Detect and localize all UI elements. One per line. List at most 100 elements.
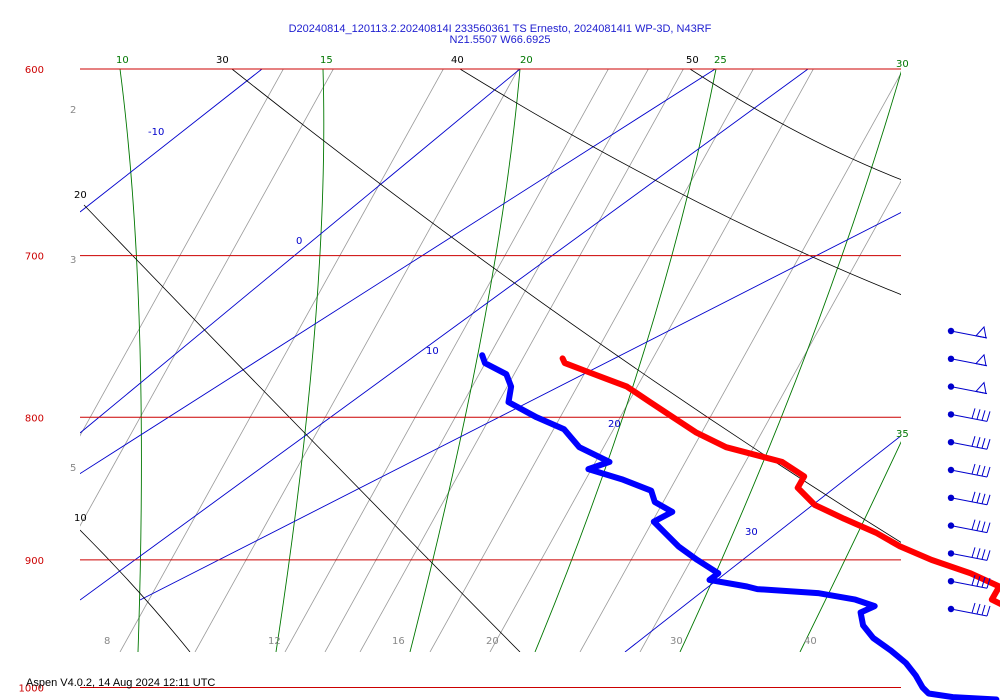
- wind-barb-shaft: [950, 525, 988, 534]
- mixing-ratio-line: [194, 69, 519, 652]
- mixing-ratio-line: [639, 180, 901, 652]
- wind-barb: [947, 519, 991, 534]
- mixing-ratio-label: 40: [804, 636, 817, 647]
- moist-adiabat-line: [799, 441, 901, 652]
- dry-adiabat-line: [83, 204, 521, 652]
- wind-barb-shaft: [950, 608, 988, 617]
- isotherm-label: -10: [148, 127, 164, 138]
- dry-adiabat-label: 30: [216, 55, 229, 66]
- mixing-ratio-label: 8: [104, 636, 110, 647]
- wind-barb-flag: [981, 410, 986, 421]
- wind-barb-flag: [986, 439, 991, 450]
- wind-barb-flag: [981, 577, 986, 588]
- wind-barbs: [947, 325, 991, 617]
- wind-barb-flag: [971, 575, 976, 586]
- mixing-ratio-line: [429, 69, 754, 652]
- pressure-tick-label: 800: [25, 413, 44, 424]
- mixing-ratio-line: [324, 69, 649, 652]
- moist-adiabat-label: 25: [714, 55, 727, 66]
- mixing-ratio-line: [579, 72, 901, 652]
- pressure-tick-label: 600: [25, 65, 44, 76]
- mixing-ratio-label: 2: [70, 105, 76, 116]
- wind-barb-shaft: [950, 552, 988, 561]
- isotherm-line: [80, 69, 521, 434]
- mixing-ratio-line: [284, 69, 609, 652]
- isotherm-label: 10: [426, 346, 439, 357]
- isotherm-line: [80, 69, 717, 475]
- pressure-tick-label: 700: [25, 252, 44, 263]
- mixing-ratio-label: 3: [70, 255, 76, 266]
- wind-barb-flag: [976, 464, 981, 476]
- moist-adiabat-line: [679, 70, 901, 652]
- wind-barb-flag: [986, 578, 991, 589]
- wind-barb-pennant: [975, 353, 987, 367]
- wind-barb-station-dot: [947, 411, 955, 418]
- mixing-ratio-label: 12: [268, 636, 281, 647]
- wind-barb-shaft: [950, 497, 988, 506]
- mixing-ratio-line: [489, 69, 814, 652]
- mixing-ratio-line: [80, 69, 334, 527]
- isotherm-label: 30: [745, 527, 758, 538]
- moist-adiabat-label: 20: [520, 55, 533, 66]
- moist-adiabat-label: 10: [116, 55, 129, 66]
- wind-barb-pennant: [975, 381, 987, 395]
- isobar-lines: 600 700 800 900 1000: [19, 65, 901, 694]
- dry-adiabat-lines: [80, 69, 901, 652]
- isotherm-line: [624, 435, 901, 652]
- isotherm-lines: [80, 69, 901, 652]
- wind-barb-flag: [976, 492, 981, 503]
- wind-barb-flag: [971, 408, 976, 419]
- mixing-ratio-line: [359, 69, 684, 652]
- dewpoint-profile: [479, 352, 1000, 700]
- wind-barb-shaft: [950, 580, 988, 589]
- wind-barb-flag: [976, 520, 981, 531]
- moist-adiabat-line: [119, 69, 142, 652]
- wind-barb-flag: [971, 463, 976, 475]
- wind-barb-flag: [986, 605, 991, 617]
- moist-adiabat-label: 15: [320, 55, 333, 66]
- wind-barb-flag: [981, 493, 986, 504]
- dry-adiabat-line: [689, 69, 901, 181]
- wind-barb-flag: [981, 438, 986, 449]
- dry-adiabat-label: 50: [686, 55, 699, 66]
- wind-barb-flag: [986, 494, 991, 505]
- mixing-ratio-label: 5: [70, 463, 76, 474]
- moist-adiabat-line: [409, 69, 521, 652]
- wind-barb-shaft: [950, 469, 988, 478]
- wind-barb: [947, 463, 991, 478]
- moist-adiabat-label: 30: [896, 59, 909, 70]
- chart-subtitle: N21.5507 W66.6925: [449, 34, 551, 46]
- isotherm-line: [80, 69, 263, 213]
- wind-barb-flag: [986, 466, 991, 478]
- wind-barb-flag: [971, 519, 976, 530]
- dry-adiabat-label: 20: [74, 190, 87, 201]
- mixing-ratio-lines: [80, 69, 901, 652]
- mixing-ratio-line: [119, 69, 444, 652]
- pressure-tick-label: 900: [25, 556, 44, 567]
- footer-version-text: Aspen V4.0.2, 14 Aug 2024 12:11 UTC: [26, 677, 216, 689]
- wind-barb-flag: [981, 549, 986, 560]
- wind-barb: [947, 602, 991, 617]
- wind-barb-flag: [976, 548, 981, 559]
- wind-barb: [947, 408, 991, 422]
- wind-barb-flag: [976, 409, 981, 420]
- wind-barb-flag: [971, 436, 976, 447]
- isotherm-label: 0: [296, 236, 302, 247]
- wind-barb-station-dot: [947, 383, 955, 390]
- wind-barb-flag: [981, 604, 986, 616]
- dry-adiabat-line: [80, 529, 191, 652]
- dry-adiabat-label: 10: [74, 513, 87, 524]
- isotherm-line: [80, 69, 809, 601]
- moist-adiabat-label: 35: [896, 429, 909, 440]
- wind-barb-flag: [971, 602, 976, 614]
- moist-adiabat-line: [275, 69, 325, 652]
- wind-barb: [947, 436, 991, 450]
- moist-adiabat-lines: [119, 69, 901, 652]
- wind-barb: [947, 325, 988, 339]
- wind-barb-flag: [976, 437, 981, 448]
- pressure-tick-label: 1000: [19, 683, 44, 694]
- mixing-ratio-label: 20: [486, 636, 499, 647]
- mixing-ratio-label: 16: [392, 636, 405, 647]
- wind-barb: [947, 491, 991, 506]
- wind-barb-flag: [981, 521, 986, 532]
